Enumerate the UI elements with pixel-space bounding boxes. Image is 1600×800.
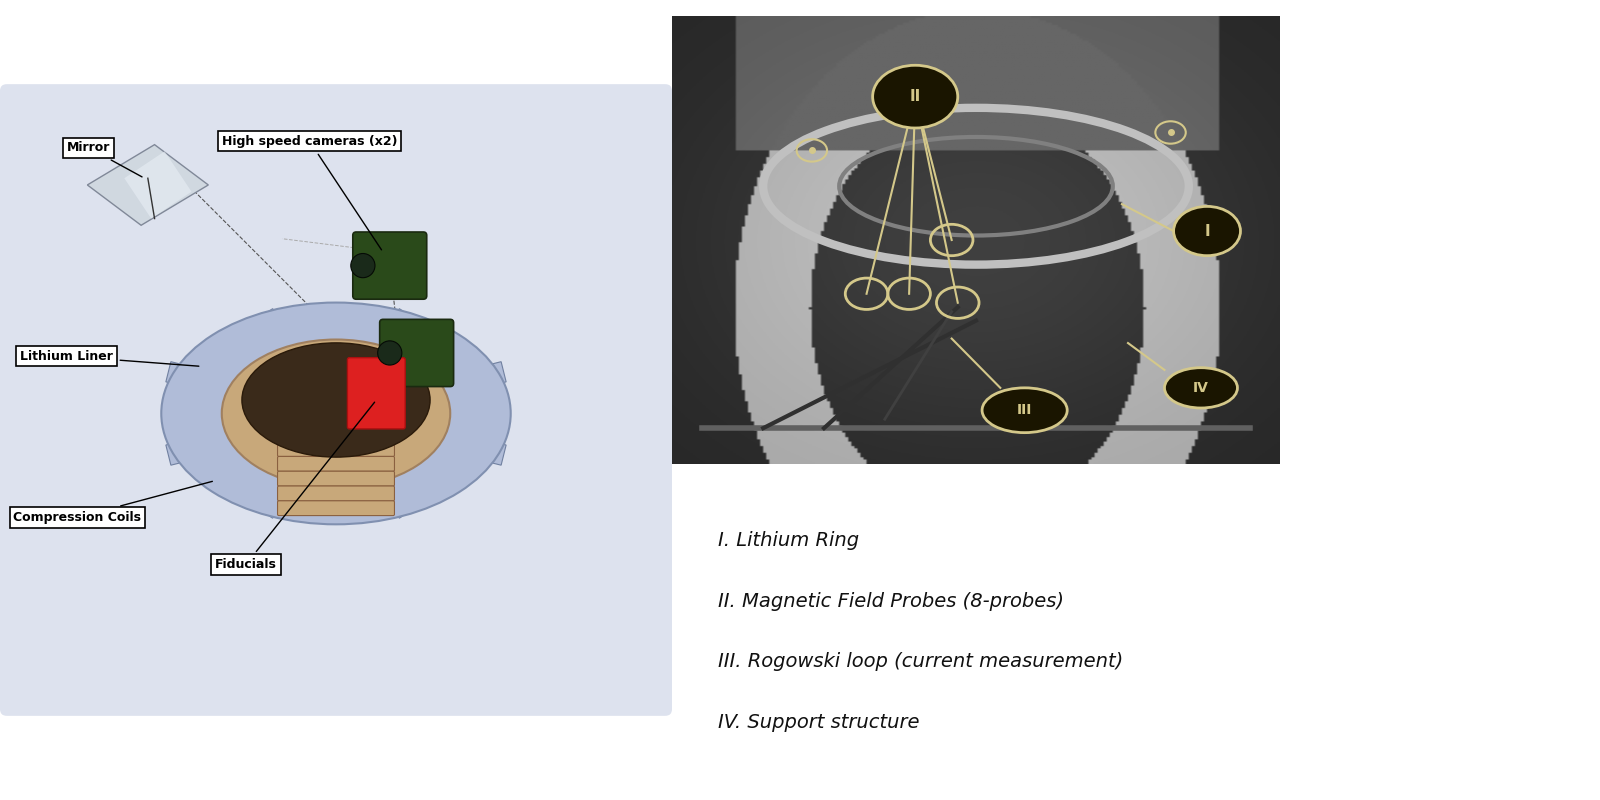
Polygon shape xyxy=(374,473,411,518)
FancyBboxPatch shape xyxy=(352,232,427,299)
FancyBboxPatch shape xyxy=(277,442,395,457)
Polygon shape xyxy=(166,362,234,398)
Polygon shape xyxy=(125,151,192,218)
Polygon shape xyxy=(374,309,411,354)
FancyBboxPatch shape xyxy=(277,457,395,471)
FancyBboxPatch shape xyxy=(277,501,395,515)
Polygon shape xyxy=(261,473,298,518)
FancyBboxPatch shape xyxy=(379,319,454,386)
Circle shape xyxy=(872,66,958,128)
Text: Compression Coils: Compression Coils xyxy=(13,482,213,524)
Text: IV. Support structure: IV. Support structure xyxy=(718,713,920,732)
FancyBboxPatch shape xyxy=(347,358,405,429)
Text: II: II xyxy=(909,89,922,104)
Text: Mirror: Mirror xyxy=(67,142,142,177)
Text: III. Rogowski loop (current measurement): III. Rogowski loop (current measurement) xyxy=(718,652,1123,671)
FancyBboxPatch shape xyxy=(277,427,395,442)
Text: III: III xyxy=(1018,403,1032,418)
Text: High speed cameras (x2): High speed cameras (x2) xyxy=(222,134,397,250)
Polygon shape xyxy=(261,309,298,354)
Polygon shape xyxy=(438,362,506,398)
Ellipse shape xyxy=(982,388,1067,433)
Polygon shape xyxy=(166,430,234,465)
Polygon shape xyxy=(438,430,506,465)
Text: IV: IV xyxy=(1194,381,1210,395)
Polygon shape xyxy=(88,145,208,226)
Ellipse shape xyxy=(162,302,510,524)
Circle shape xyxy=(1173,206,1240,256)
Text: I. Lithium Ring: I. Lithium Ring xyxy=(718,531,859,550)
Ellipse shape xyxy=(222,339,450,487)
Text: I: I xyxy=(1205,223,1210,238)
Circle shape xyxy=(378,341,402,365)
Text: II. Magnetic Field Probes (8-probes): II. Magnetic Field Probes (8-probes) xyxy=(718,592,1064,610)
Text: Lithium Liner: Lithium Liner xyxy=(21,350,198,366)
Ellipse shape xyxy=(1165,368,1237,408)
Circle shape xyxy=(350,254,374,278)
Text: Fiducials: Fiducials xyxy=(214,402,374,571)
FancyBboxPatch shape xyxy=(277,471,395,486)
FancyBboxPatch shape xyxy=(277,486,395,501)
FancyBboxPatch shape xyxy=(0,84,672,716)
Ellipse shape xyxy=(242,343,430,457)
